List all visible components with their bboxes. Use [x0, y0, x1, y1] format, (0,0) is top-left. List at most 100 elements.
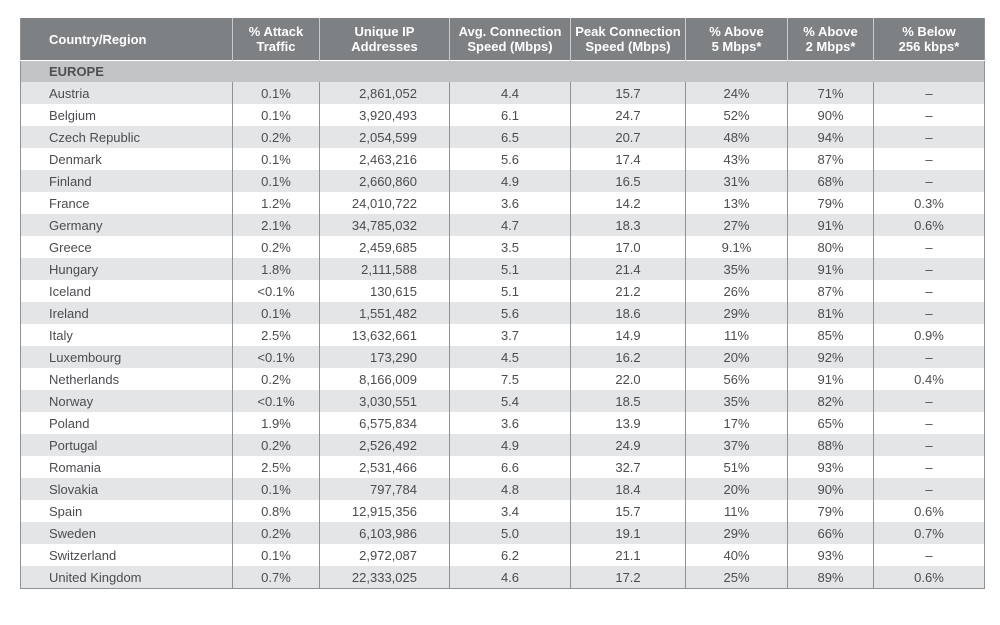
- connectivity-table-container: Country/Region% Attack Traffic Unique IP Ad…: [20, 18, 985, 589]
- avg-speed-cell: 5.4: [449, 390, 571, 412]
- header-above-5mbps-line: % Above: [709, 24, 764, 39]
- above-2mbps-cell: 82%: [787, 390, 874, 412]
- above-2mbps-cell: 68%: [787, 170, 874, 192]
- header-below-256kbps-line: 256 kbps*: [898, 39, 960, 54]
- attack-traffic-cell: 0.2%: [232, 126, 320, 148]
- attack-traffic-cell: <0.1%: [232, 346, 320, 368]
- table-row: Denmark 0.1% 2,463,216 5.6 17.4 43% 87% –: [20, 148, 985, 170]
- below-256kbps-cell: –: [873, 280, 985, 302]
- above-5mbps-cell: 27%: [685, 214, 788, 236]
- unique-ip-cell: 3,030,551: [319, 390, 450, 412]
- header-above-2mbps: % Above 2 Mbps*: [787, 18, 874, 61]
- above-5mbps-cell: 35%: [685, 258, 788, 280]
- attack-traffic-cell: 0.1%: [232, 302, 320, 324]
- peak-speed-cell: 16.5: [570, 170, 686, 192]
- header-below-256kbps: % Below 256 kbps*: [873, 18, 985, 61]
- avg-speed-cell: 5.6: [449, 148, 571, 170]
- header-avg-speed: Avg. Connection Speed (Mbps): [449, 18, 571, 61]
- unique-ip-cell: 2,531,466: [319, 456, 450, 478]
- attack-traffic-cell: 0.1%: [232, 104, 320, 126]
- below-256kbps-cell: –: [873, 346, 985, 368]
- above-2mbps-cell: 91%: [787, 258, 874, 280]
- below-256kbps-cell: –: [873, 412, 985, 434]
- country-cell: Italy: [20, 324, 233, 346]
- below-256kbps-cell: –: [873, 126, 985, 148]
- avg-speed-cell: 5.1: [449, 280, 571, 302]
- peak-speed-cell: 20.7: [570, 126, 686, 148]
- above-5mbps-cell: 29%: [685, 302, 788, 324]
- above-2mbps-cell: 71%: [787, 82, 874, 104]
- peak-speed-cell: 18.6: [570, 302, 686, 324]
- peak-speed-cell: 15.7: [570, 82, 686, 104]
- country-cell: France: [20, 192, 233, 214]
- above-5mbps-cell: 25%: [685, 566, 788, 589]
- below-256kbps-cell: –: [873, 456, 985, 478]
- table-row: Iceland <0.1% 130,615 5.1 21.2 26% 87% –: [20, 280, 985, 302]
- avg-speed-cell: 4.9: [449, 434, 571, 456]
- above-2mbps-cell: 90%: [787, 104, 874, 126]
- table-row: Portugal 0.2% 2,526,492 4.9 24.9 37% 88% –: [20, 434, 985, 456]
- unique-ip-cell: 12,915,356: [319, 500, 450, 522]
- table-row: Finland 0.1% 2,660,860 4.9 16.5 31% 68% –: [20, 170, 985, 192]
- table-row: Netherlands 0.2% 8,166,009 7.5 22.0 56% 91% 0.4…: [20, 368, 985, 390]
- above-2mbps-cell: 85%: [787, 324, 874, 346]
- country-cell: Slovakia: [20, 478, 233, 500]
- table-row: Slovakia 0.1% 797,784 4.8 18.4 20% 90% –: [20, 478, 985, 500]
- attack-traffic-cell: 2.1%: [232, 214, 320, 236]
- attack-traffic-cell: 0.2%: [232, 434, 320, 456]
- country-cell: Germany: [20, 214, 233, 236]
- above-5mbps-cell: 52%: [685, 104, 788, 126]
- header-country-line: Country/Region: [49, 31, 147, 47]
- above-5mbps-cell: 35%: [685, 390, 788, 412]
- avg-speed-cell: 4.9: [449, 170, 571, 192]
- header-attack-traffic-line: % Attack: [248, 24, 304, 39]
- country-cell: Sweden: [20, 522, 233, 544]
- header-peak-speed: Peak Connection Speed (Mbps): [570, 18, 686, 61]
- table-row: Romania 2.5% 2,531,466 6.6 32.7 51% 93% –: [20, 456, 985, 478]
- attack-traffic-cell: 0.2%: [232, 236, 320, 258]
- country-cell: Iceland: [20, 280, 233, 302]
- attack-traffic-cell: 2.5%: [232, 456, 320, 478]
- attack-traffic-cell: 0.8%: [232, 500, 320, 522]
- unique-ip-cell: 1,551,482: [319, 302, 450, 324]
- header-unique-ip-line: Unique IP: [354, 24, 415, 39]
- peak-speed-cell: 19.1: [570, 522, 686, 544]
- connectivity-table: Country/Region% Attack Traffic Unique IP Ad…: [20, 18, 985, 589]
- header-attack-traffic: % Attack Traffic: [232, 18, 320, 61]
- above-2mbps-cell: 91%: [787, 368, 874, 390]
- peak-speed-cell: 16.2: [570, 346, 686, 368]
- above-5mbps-cell: 20%: [685, 346, 788, 368]
- avg-speed-cell: 5.0: [449, 522, 571, 544]
- country-cell: United Kingdom: [20, 566, 233, 589]
- unique-ip-cell: 130,615: [319, 280, 450, 302]
- peak-speed-cell: 32.7: [570, 456, 686, 478]
- header-avg-speed-line: Speed (Mbps): [467, 39, 553, 54]
- peak-speed-cell: 14.2: [570, 192, 686, 214]
- country-cell: Netherlands: [20, 368, 233, 390]
- attack-traffic-cell: 0.1%: [232, 478, 320, 500]
- below-256kbps-cell: –: [873, 104, 985, 126]
- peak-speed-cell: 17.4: [570, 148, 686, 170]
- country-cell: Poland: [20, 412, 233, 434]
- peak-speed-cell: 17.2: [570, 566, 686, 589]
- unique-ip-cell: 6,575,834: [319, 412, 450, 434]
- peak-speed-cell: 21.1: [570, 544, 686, 566]
- attack-traffic-cell: 0.7%: [232, 566, 320, 589]
- above-2mbps-cell: 65%: [787, 412, 874, 434]
- table-row: Spain 0.8% 12,915,356 3.4 15.7 11% 79% 0.6%: [20, 500, 985, 522]
- above-5mbps-cell: 24%: [685, 82, 788, 104]
- above-2mbps-cell: 79%: [787, 500, 874, 522]
- country-cell: Spain: [20, 500, 233, 522]
- unique-ip-cell: 797,784: [319, 478, 450, 500]
- country-cell: Switzerland: [20, 544, 233, 566]
- below-256kbps-cell: 0.6%: [873, 566, 985, 589]
- table-row: Austria 0.1% 2,861,052 4.4 15.7 24% 71% –: [20, 82, 985, 104]
- below-256kbps-cell: –: [873, 82, 985, 104]
- unique-ip-cell: 34,785,032: [319, 214, 450, 236]
- table-row: Belgium 0.1% 3,920,493 6.1 24.7 52% 90% –: [20, 104, 985, 126]
- table-row: Norway <0.1% 3,030,551 5.4 18.5 35% 82% –: [20, 390, 985, 412]
- peak-speed-cell: 15.7: [570, 500, 686, 522]
- above-2mbps-cell: 80%: [787, 236, 874, 258]
- section-label: EUROPE: [20, 60, 985, 82]
- country-cell: Ireland: [20, 302, 233, 324]
